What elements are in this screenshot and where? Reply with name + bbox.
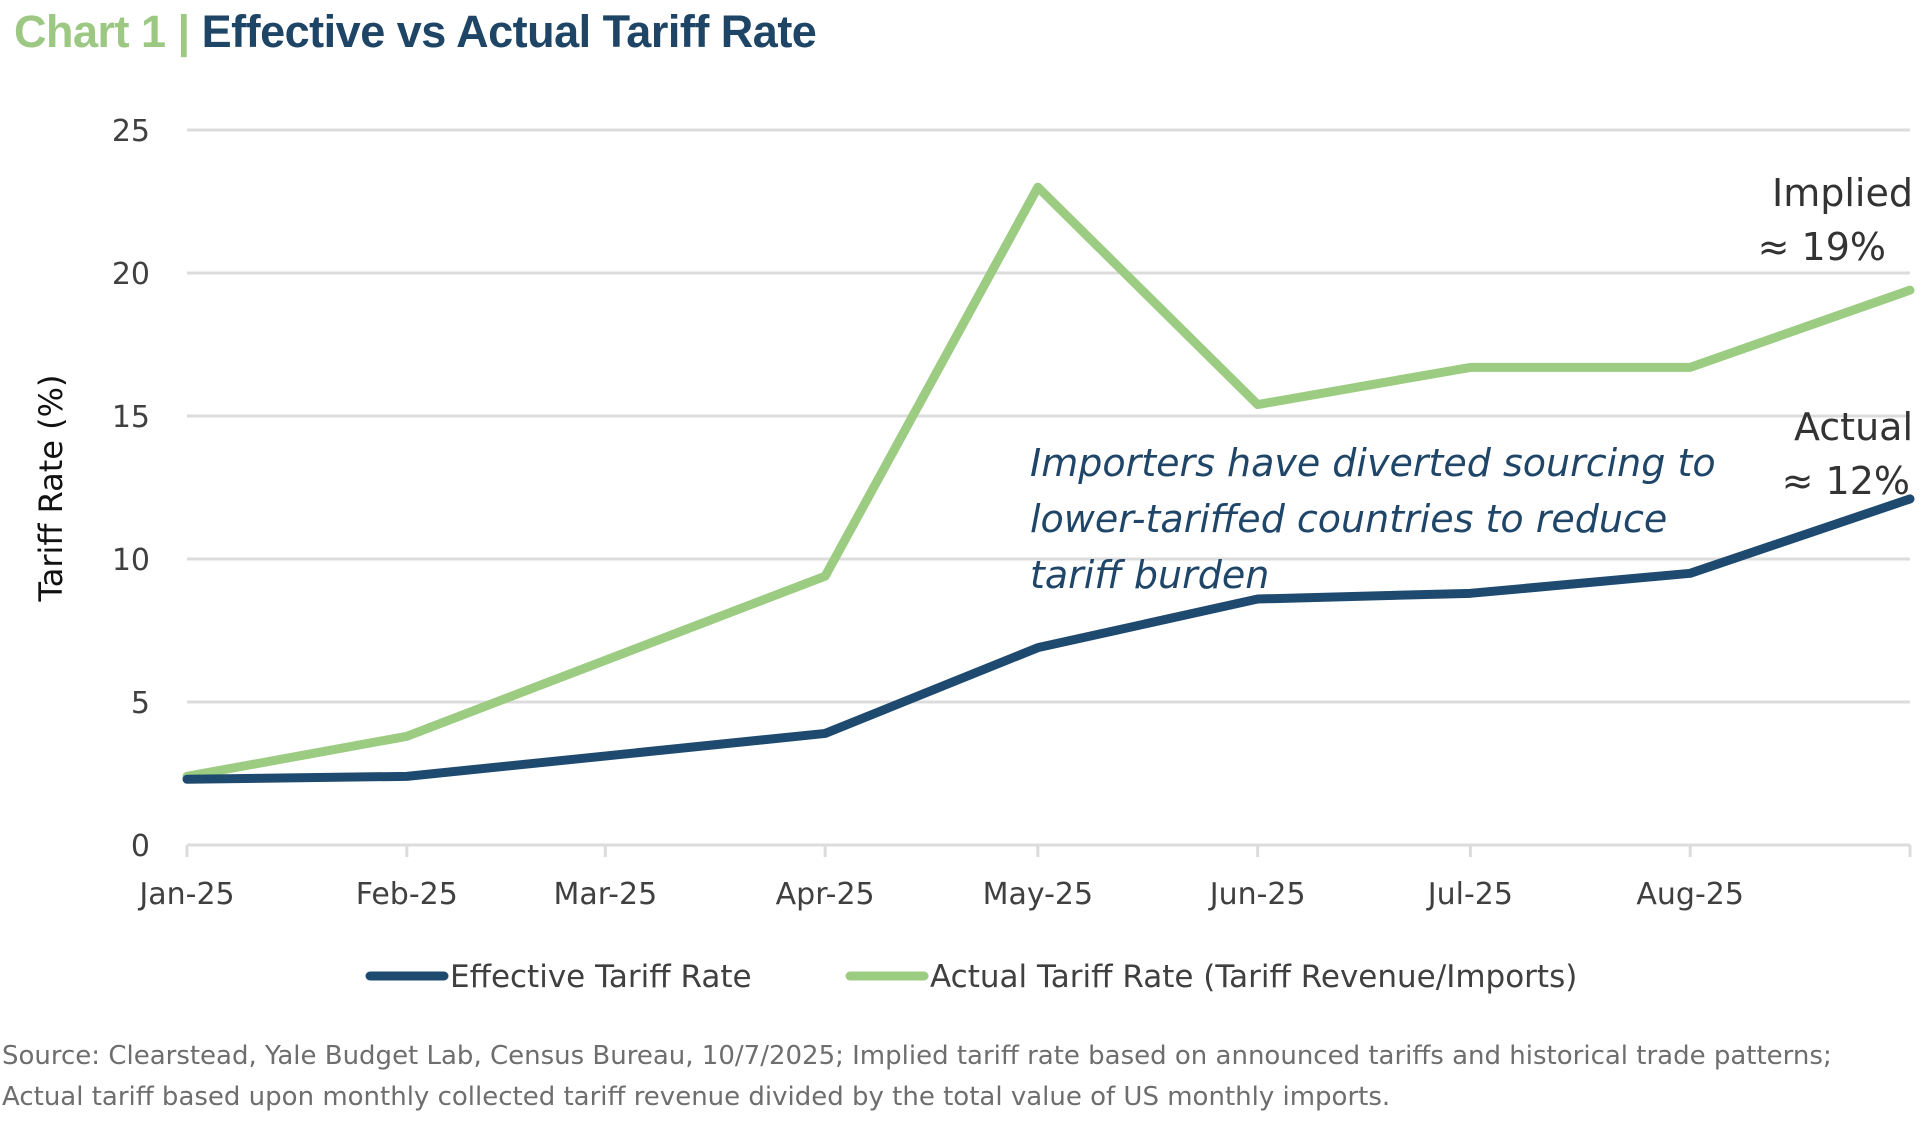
y-tick-label: 5 bbox=[131, 686, 150, 721]
x-tick-label: Mar-25 bbox=[553, 877, 657, 912]
legend: Effective Tariff Rate Actual Tariff Rate… bbox=[365, 959, 1577, 995]
chart-number: Chart 1 | bbox=[14, 6, 202, 57]
y-tick-label: 0 bbox=[131, 829, 150, 864]
legend-label-actual: Actual Tariff Rate (Tariff Revenue/Impor… bbox=[930, 959, 1577, 995]
y-axis-ticks: 0 5 10 15 20 25 bbox=[112, 114, 150, 864]
x-tick-label: Jun-25 bbox=[1208, 877, 1306, 912]
y-tick-label: 15 bbox=[112, 400, 150, 435]
y-tick-label: 20 bbox=[112, 257, 150, 292]
callout-line-1: Importers have diverted sourcing to bbox=[1030, 441, 1716, 485]
actual-value-label: ≈ 12% bbox=[1782, 459, 1910, 503]
callout-line-3: tariff burden bbox=[1030, 553, 1269, 597]
source-note: Source: Clearstead, Yale Budget Lab, Cen… bbox=[2, 1041, 1832, 1112]
x-tick-label: Jul-25 bbox=[1426, 877, 1513, 912]
y-tick-label: 10 bbox=[112, 543, 150, 578]
actual-label: Actual bbox=[1794, 405, 1913, 449]
annotations: Importers have diverted sourcing to lowe… bbox=[1030, 171, 1913, 597]
x-tick-label: Apr-25 bbox=[776, 877, 875, 912]
x-axis: Jan-25 Feb-25 Mar-25 Apr-25 May-25 Jun-25 Jul-… bbox=[137, 843, 1912, 912]
chart-title: Chart 1 | Effective vs Actual Tariff Rat… bbox=[14, 6, 817, 58]
y-axis-label: Tariff Rate (%) bbox=[32, 374, 70, 602]
legend-label-effective: Effective Tariff Rate bbox=[450, 959, 752, 995]
series-line-effective bbox=[182, 494, 1915, 784]
line-chart: 0 5 10 15 20 25 Jan-25 Feb-25 Mar-25 Apr-25 May-2… bbox=[32, 114, 1915, 995]
x-tick-label: Jan-25 bbox=[137, 877, 234, 912]
y-tick-label: 25 bbox=[112, 114, 150, 149]
series-line-actual bbox=[182, 182, 1915, 781]
implied-value-label: ≈ 19% bbox=[1758, 225, 1886, 269]
x-tick-label: Feb-25 bbox=[356, 877, 458, 912]
callout-line-2: lower-tariffed countries to reduce bbox=[1030, 497, 1667, 541]
x-tick-label: Aug-25 bbox=[1636, 877, 1744, 912]
series-lines bbox=[182, 182, 1915, 784]
x-tick-label: May-25 bbox=[983, 877, 1094, 912]
chart-title-text: Effective vs Actual Tariff Rate bbox=[201, 6, 817, 57]
implied-label: Implied bbox=[1772, 171, 1913, 215]
gridlines bbox=[187, 128, 1910, 704]
